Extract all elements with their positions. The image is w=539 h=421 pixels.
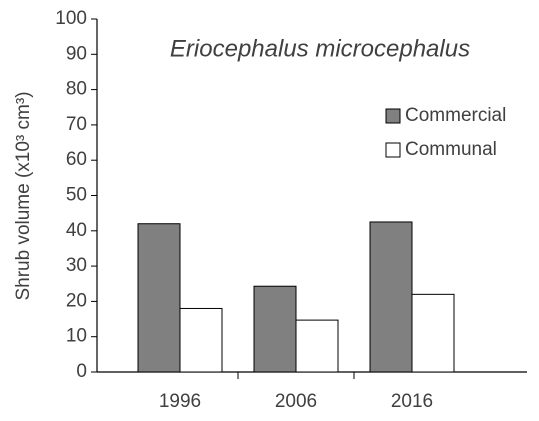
- y-tick-label: 60: [66, 149, 87, 170]
- legend-swatch: [385, 108, 401, 124]
- y-tick-label: 20: [66, 290, 87, 311]
- y-tick-label: 10: [66, 326, 87, 347]
- bar: [295, 319, 339, 373]
- y-tick-label: 40: [66, 220, 87, 241]
- y-tick-label: 100: [55, 8, 87, 29]
- bar: [253, 285, 297, 373]
- bar: [179, 307, 223, 373]
- y-tick-label: 30: [66, 255, 87, 276]
- bar: [137, 223, 181, 373]
- y-axis-label: Shrub volume (x10³ cm³): [13, 91, 34, 300]
- y-tick-label: 70: [66, 114, 87, 135]
- y-tick-label: 0: [76, 361, 87, 382]
- chart-title: Eriocephalus microcephalus: [170, 35, 470, 62]
- legend-label: Commercial: [405, 105, 506, 126]
- x-tick-label: 2006: [275, 391, 317, 412]
- x-tick-label: 1996: [159, 391, 201, 412]
- x-tick-label: 2016: [391, 391, 433, 412]
- y-tick-label: 50: [66, 185, 87, 206]
- bar: [411, 293, 455, 373]
- legend-swatch: [385, 142, 401, 158]
- y-tick-label: 90: [66, 43, 87, 64]
- y-tick-label: 80: [66, 79, 87, 100]
- legend-label: Communal: [405, 139, 497, 160]
- bar: [369, 221, 413, 373]
